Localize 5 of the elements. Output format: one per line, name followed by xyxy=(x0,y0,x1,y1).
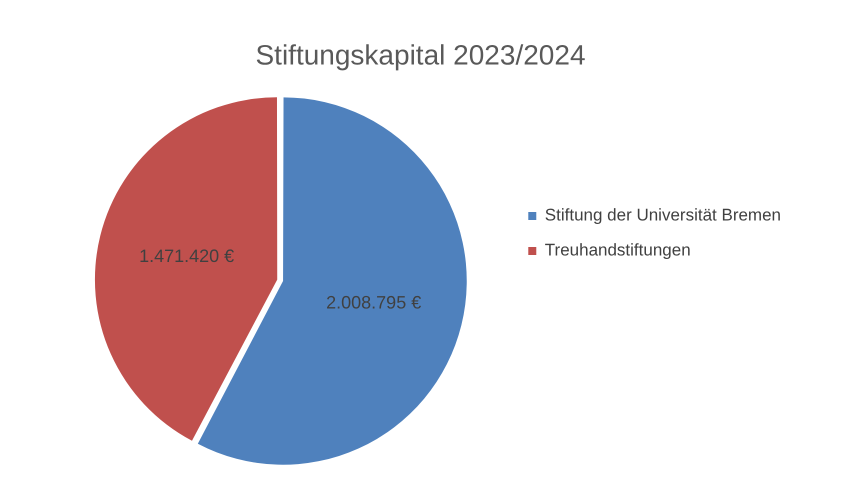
legend-label: Stiftung der Universität Bremen xyxy=(544,206,782,225)
chart-title: Stiftungskapital 2023/2024 xyxy=(255,40,586,71)
legend-label: Treuhandstiftungen xyxy=(544,240,691,260)
data-label: 1.471.420 € xyxy=(139,246,234,266)
data-label: 2.008.795 € xyxy=(326,292,422,312)
